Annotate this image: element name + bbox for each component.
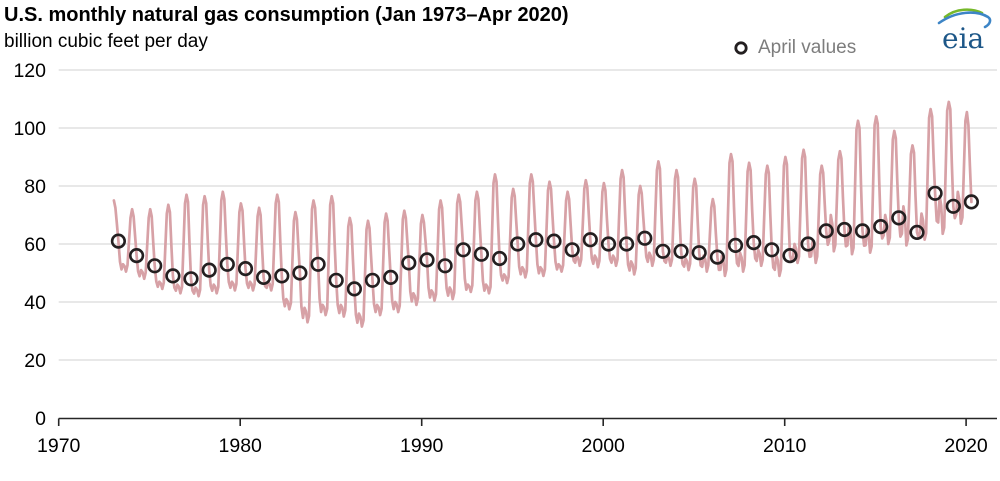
april-value-point: [927, 185, 943, 201]
april-value-point: [963, 194, 980, 210]
april-value-point: [346, 281, 363, 297]
y-tick-label: 60: [24, 234, 46, 256]
april-value-point: [909, 224, 925, 240]
april-value-point: [383, 269, 399, 286]
april-value-point: [800, 236, 816, 252]
april-value-point: [492, 250, 508, 267]
april-value-point: [328, 272, 344, 288]
x-tick-label: 1970: [37, 435, 81, 457]
april-value-point: [237, 261, 254, 277]
april-value-point: [637, 230, 653, 246]
april-value-point: [165, 268, 181, 284]
april-value-point: [129, 248, 145, 264]
april-value-point: [110, 233, 126, 249]
april-value-point: [945, 198, 961, 214]
april-value-point: [510, 236, 526, 252]
page-subtitle: billion cubic feet per day: [4, 31, 208, 52]
april-value-point: [292, 265, 308, 281]
april-value-point: [618, 236, 635, 252]
april-value-point: [473, 246, 490, 262]
april-value-point: [891, 210, 907, 226]
x-tick-label: 2000: [582, 435, 626, 457]
y-tick-label: 120: [13, 60, 46, 82]
april-value-point: [600, 236, 617, 252]
legend-label: April values: [758, 37, 857, 58]
april-value-point: [419, 252, 435, 268]
april-value-point: [256, 269, 272, 286]
eia-logo: eia: [929, 3, 995, 57]
april-value-point: [274, 268, 290, 284]
april-value-point: [401, 255, 417, 271]
april-value-point: [582, 232, 598, 248]
logo-text: eia: [942, 22, 984, 55]
april-value-point: [727, 237, 744, 253]
april-value-point: [746, 235, 762, 251]
april-value-point: [564, 242, 580, 258]
april-value-point: [836, 221, 853, 238]
april-value-point: [310, 256, 326, 272]
monthly-consumption-line: [112, 100, 973, 328]
april-value-point: [691, 245, 707, 261]
april-value-point: [546, 233, 562, 249]
april-value-point: [764, 242, 780, 258]
april-value-point: [201, 262, 217, 278]
y-tick-label: 100: [13, 118, 46, 140]
april-value-point: [364, 272, 381, 288]
april-value-point: [528, 232, 544, 248]
april-value-point: [873, 219, 889, 235]
april-value-point: [147, 258, 163, 274]
april-value-point: [455, 242, 471, 258]
y-tick-label: 20: [24, 350, 46, 372]
april-value-point: [854, 223, 871, 239]
april-value-point: [183, 271, 199, 287]
april-value-point: [782, 248, 798, 264]
y-tick-label: 80: [24, 176, 46, 198]
april-value-point: [219, 256, 235, 272]
x-tick-label: 2020: [944, 435, 988, 457]
x-tick-label: 1980: [219, 435, 263, 457]
april-value-point: [709, 249, 726, 265]
logo-arc-blue-icon: [937, 11, 992, 29]
logo-arc-green-icon: [943, 8, 984, 19]
x-tick-label: 2010: [763, 435, 807, 457]
april-value-point: [673, 243, 689, 259]
april-marker-icon: [734, 41, 748, 55]
april-value-point: [818, 223, 834, 239]
april-value-point: [437, 258, 453, 274]
legend: April values: [733, 37, 856, 59]
x-tick-label: 1990: [400, 435, 444, 457]
y-tick-label: 40: [24, 292, 46, 314]
page-title: U.S. monthly natural gas consumption (Ja…: [4, 4, 569, 26]
april-value-point: [655, 243, 671, 259]
y-tick-label: 0: [35, 408, 46, 430]
